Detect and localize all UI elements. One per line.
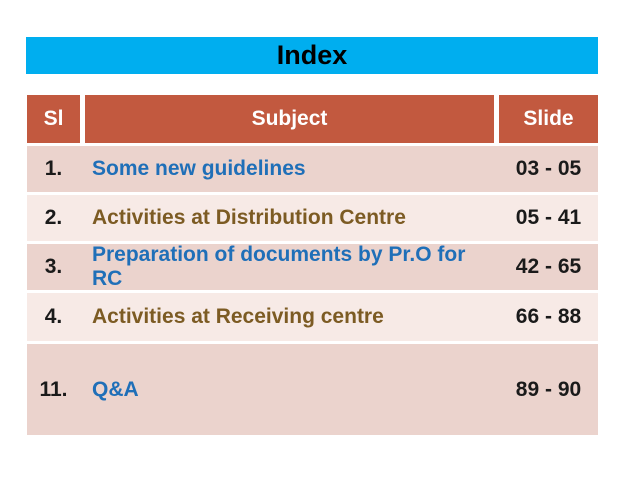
column-header-sl: Sl: [27, 95, 80, 143]
row-serial: 2.: [44, 206, 63, 229]
row-serial: 11.: [39, 377, 68, 401]
table-row: 4. Activities at Receiving centre 66 - 8…: [27, 293, 598, 341]
table-row: 11. Q&A 89 - 90: [27, 344, 598, 435]
row-subject: Q&A: [92, 377, 139, 401]
row-slide-range: 05 - 41: [515, 206, 582, 229]
row-serial: 3.: [44, 255, 63, 278]
table-row: 1. Some new guidelines 03 - 05: [27, 146, 598, 192]
table-row: 3. Preparation of documents by Pr.O for …: [27, 243, 598, 290]
row-slide-range: 03 - 05: [515, 157, 582, 180]
row-subject: Activities at Receiving centre: [92, 305, 384, 328]
row-slide-range: 66 - 88: [515, 305, 582, 328]
row-subject: Some new guidelines: [92, 157, 306, 180]
column-header-subject: Subject: [85, 95, 494, 143]
row-slide-range: 89 - 90: [515, 377, 582, 401]
row-serial: 4.: [44, 305, 63, 328]
row-serial: 1.: [44, 157, 63, 180]
column-header-slide: Slide: [499, 95, 598, 143]
row-slide-range: 42 - 65: [515, 255, 582, 278]
table-row: 2. Activities at Distribution Centre 05 …: [27, 195, 598, 241]
table-header-row: Sl Subject Slide: [27, 95, 598, 143]
page-title: Index: [276, 40, 348, 70]
row-subject: Activities at Distribution Centre: [92, 206, 406, 229]
row-subject: Preparation of documents by Pr.O for RC: [92, 243, 466, 290]
index-table: Sl Subject Slide 1. Some new guidelines …: [27, 95, 598, 438]
slide-title-bar: Index: [26, 37, 598, 74]
